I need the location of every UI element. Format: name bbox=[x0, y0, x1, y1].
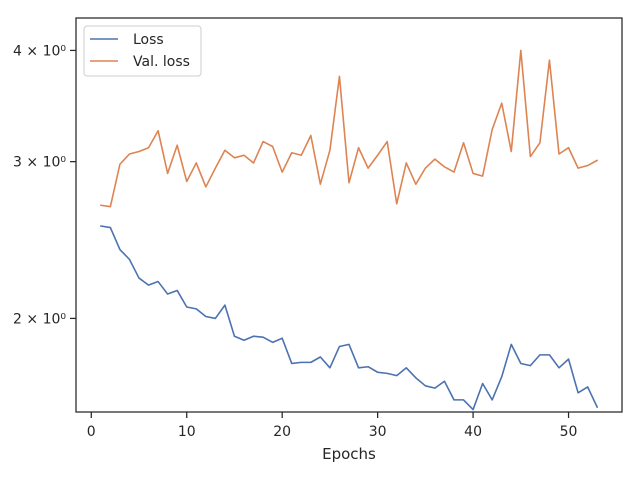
x-tick-label: 30 bbox=[369, 424, 387, 440]
plot-frame bbox=[75, 17, 623, 413]
legend-label: Loss bbox=[133, 32, 164, 48]
x-axis: 0 10 20 30 40 50 bbox=[87, 412, 578, 440]
series-line-val-loss bbox=[100, 49, 598, 208]
y-tick-label: 2 × 10⁰ bbox=[13, 311, 66, 327]
y-tick-label: 4 × 10⁰ bbox=[13, 43, 66, 59]
y-tick-label: 3 × 10⁰ bbox=[13, 155, 66, 171]
legend: Loss Val. loss bbox=[83, 25, 202, 77]
series-line-loss bbox=[100, 225, 598, 411]
series-layer bbox=[100, 49, 598, 411]
x-tick-label: 40 bbox=[464, 424, 482, 440]
x-tick-label: 20 bbox=[273, 424, 291, 440]
x-tick-label: 50 bbox=[560, 424, 578, 440]
y-axis: 2 × 10⁰ 3 × 10⁰ 4 × 10⁰ bbox=[13, 43, 76, 327]
x-tick-label: 10 bbox=[178, 424, 196, 440]
legend-label: Val. loss bbox=[133, 54, 190, 70]
x-axis-label: Epochs bbox=[322, 445, 376, 463]
x-tick-label: 0 bbox=[87, 424, 96, 440]
